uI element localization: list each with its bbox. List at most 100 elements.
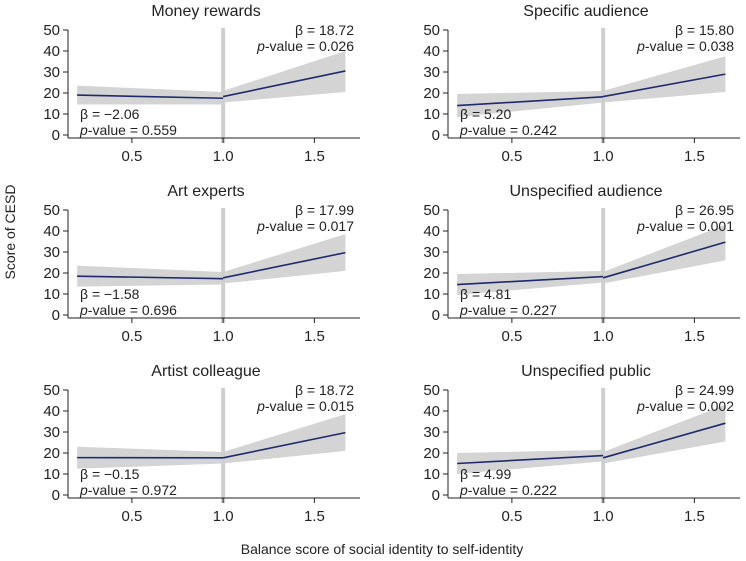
panel-title: Art experts (167, 183, 244, 200)
beta-annotation-right: β = 18.72 (295, 382, 354, 398)
beta-annotation-left: β = −2.06 (80, 106, 140, 122)
y-tick-label: 40 (43, 43, 60, 60)
p-italic: p (256, 38, 265, 54)
y-tick-label: 50 (423, 22, 440, 39)
y-tick-label: 10 (43, 286, 60, 303)
x-tick-label: 1.5 (304, 328, 325, 345)
p-value: -value = 0.015 (265, 398, 354, 414)
y-tick-label: 20 (423, 85, 440, 102)
p-value-annotation-right: p-value = 0.017 (256, 218, 354, 234)
panel-title: Artist colleague (151, 363, 260, 380)
y-tick-label: 30 (43, 64, 60, 81)
fit-line-right (222, 431, 346, 459)
x-axis-label: Balance score of social identity to self… (241, 541, 523, 557)
p-italic: p (79, 302, 88, 318)
ci-band-left (457, 270, 604, 296)
beta-annotation-left: β = 4.81 (460, 286, 511, 302)
panel-2: Specific audience 0 10 20 30 40 50 0.5 1.0 1.5 β =… (423, 3, 740, 165)
ci-band-right (223, 51, 346, 103)
beta-annotation-left: β = −1.58 (80, 286, 140, 302)
p-value: -value = 0.972 (88, 482, 177, 498)
y-tick-label: 10 (423, 106, 440, 123)
p-value-annotation-left: p-value = 0.242 (459, 122, 557, 138)
p-value-annotation-left: p-value = 0.559 (79, 122, 177, 138)
x-tick-label: 0.5 (501, 508, 522, 525)
ci-band-left (457, 449, 604, 474)
beta-annotation-left: β = 4.99 (460, 466, 511, 482)
y-tick-label: 0 (52, 127, 60, 144)
y-tick-label: 30 (423, 64, 440, 81)
x-tick-label: 1.0 (593, 148, 614, 165)
y-tick-label: 0 (52, 307, 60, 324)
y-tick-label: 10 (43, 466, 60, 483)
p-value-annotation-right: p-value = 0.015 (256, 398, 354, 414)
x-tick-label: 1.5 (304, 508, 325, 525)
y-tick-label: 10 (423, 466, 440, 483)
p-value-annotation-left: p-value = 0.696 (79, 302, 177, 318)
y-tick-label: 30 (423, 244, 440, 261)
panel-3: Art experts 0 10 20 30 40 50 0.5 1.0 1.5 β = −1.58… (43, 183, 360, 345)
y-tick-label: 40 (423, 223, 440, 240)
p-value: -value = 0.038 (645, 38, 734, 54)
fit-line-left (457, 275, 604, 286)
x-tick-label: 1.0 (593, 508, 614, 525)
beta-annotation-left: β = 5.20 (460, 106, 511, 122)
p-italic: p (636, 38, 645, 54)
y-tick-label: 40 (423, 403, 440, 420)
p-value-annotation-right: p-value = 0.026 (256, 38, 354, 54)
p-italic: p (459, 122, 468, 138)
y-tick-label: 30 (43, 244, 60, 261)
beta-annotation-right: β = 15.80 (675, 22, 734, 38)
p-value-annotation-left: p-value = 0.222 (459, 482, 557, 498)
panel-title: Specific audience (523, 3, 649, 20)
y-tick-label: 20 (423, 265, 440, 282)
x-tick-label: 0.5 (121, 328, 142, 345)
p-value: -value = 0.026 (265, 38, 354, 54)
beta-annotation-right: β = 18.72 (295, 22, 354, 38)
y-tick-label: 40 (43, 223, 60, 240)
panel-grid: Money rewards 0 10 20 30 40 50 0.5 1.0 1.5 β = −2.… (43, 3, 740, 525)
ci-band-right (223, 234, 346, 284)
x-tick-label: 0.5 (501, 328, 522, 345)
x-tick-label: 0.5 (121, 508, 142, 525)
p-value: -value = 0.242 (468, 122, 557, 138)
beta-annotation-right: β = 17.99 (295, 202, 354, 218)
p-italic: p (79, 122, 88, 138)
p-value: -value = 0.017 (265, 218, 354, 234)
p-value: -value = 0.696 (88, 302, 177, 318)
fit-line-right (602, 422, 726, 459)
x-tick-label: 1.5 (304, 148, 325, 165)
y-tick-label: 20 (43, 85, 60, 102)
beta-annotation-left: β = −0.15 (80, 466, 140, 482)
y-tick-label: 50 (423, 202, 440, 219)
p-italic: p (636, 218, 645, 234)
ci-band-left (77, 265, 224, 287)
p-value-annotation-right: p-value = 0.001 (636, 218, 734, 234)
y-tick-label: 20 (423, 445, 440, 462)
fit-line-left (457, 95, 604, 107)
x-tick-label: 1.0 (213, 508, 234, 525)
x-tick-label: 1.0 (593, 328, 614, 345)
p-value: -value = 0.002 (645, 398, 734, 414)
y-tick-label: 0 (432, 487, 440, 504)
x-tick-label: 0.5 (121, 148, 142, 165)
p-value-annotation-left: p-value = 0.227 (459, 302, 557, 318)
panel-1: Money rewards 0 10 20 30 40 50 0.5 1.0 1.5 β = −2.… (43, 3, 360, 165)
p-value: -value = 0.001 (645, 218, 734, 234)
y-tick-label: 0 (52, 487, 60, 504)
x-tick-label: 1.0 (213, 328, 234, 345)
fit-line-right (222, 251, 346, 279)
fit-line-right (602, 241, 726, 279)
panel-6: Unspecified public 0 10 20 30 40 50 0.5 1.0 1.5 β … (423, 363, 740, 525)
p-italic: p (636, 398, 645, 414)
fit-line-right (602, 73, 726, 98)
y-tick-label: 50 (423, 382, 440, 399)
p-italic: p (459, 302, 468, 318)
fit-line-left (77, 94, 224, 100)
y-tick-label: 50 (43, 382, 60, 399)
x-tick-label: 1.5 (684, 328, 705, 345)
ci-band-right (223, 414, 346, 464)
y-tick-label: 40 (43, 403, 60, 420)
y-tick-label: 40 (423, 43, 440, 60)
